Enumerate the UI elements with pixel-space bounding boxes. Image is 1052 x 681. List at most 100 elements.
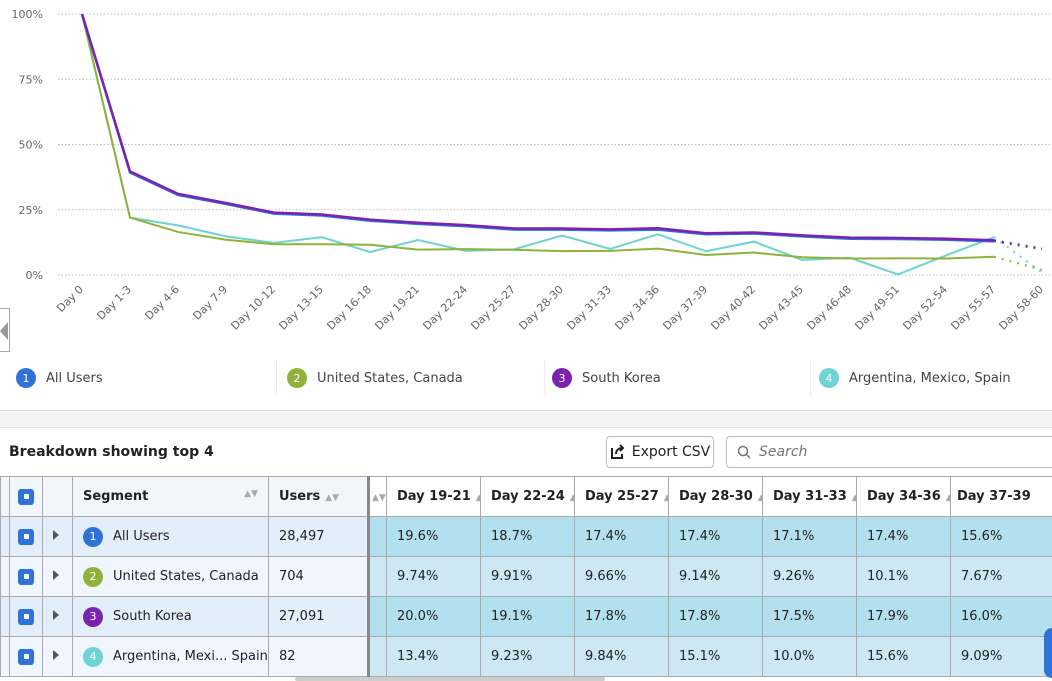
- breakdown-table: Segment ▲▼ Users ▲▼ ▲▼ Day 19-21 ▲▼ Day 22-…: [0, 476, 1052, 677]
- header-day[interactable]: Day 31-33 ▲▼: [762, 476, 857, 517]
- series-line-united-states-canada[interactable]: [81, 13, 995, 260]
- export-icon: [610, 444, 625, 459]
- retention-cell: 17.4%: [856, 516, 951, 557]
- retention-cell: 19.6%: [386, 516, 481, 557]
- x-tick-label: Day 7-9: [190, 283, 230, 323]
- horizontal-scrollbar[interactable]: [295, 677, 605, 681]
- breakdown-table-wrapper: Segment ▲▼ Users ▲▼ ▲▼ Day 19-21 ▲▼ Day 22-…: [0, 476, 1052, 677]
- y-tick-label: 25%: [19, 204, 43, 217]
- legend-label: South Korea: [582, 370, 661, 386]
- header-label: Day 25-27: [585, 489, 659, 504]
- breakdown-title: Breakdown showing top 4: [9, 444, 214, 460]
- x-tick-label: Day 43-45: [756, 283, 806, 333]
- collapse-panel-button[interactable]: [0, 308, 10, 352]
- retention-cell: 7.67%: [950, 556, 1052, 597]
- sort-icon[interactable]: ▲▼: [325, 493, 340, 503]
- row-checkbox[interactable]: [9, 516, 43, 557]
- header-label: Day 37-39: [957, 489, 1031, 504]
- table-row: 2 United States, Canada 704 9.74% 9.91% 9.6…: [0, 556, 1052, 597]
- segment-cell: 4 Argentina, Mexi... Spain: [72, 636, 269, 677]
- section-divider: [0, 410, 1052, 428]
- header-day[interactable]: Day 28-30 ▲▼: [668, 476, 763, 517]
- series-line-all-users[interactable]: [80, 13, 995, 243]
- x-tick-label: Day 0: [54, 283, 86, 315]
- retention-cell: 9.23%: [480, 636, 575, 677]
- legend-badge: 3: [552, 368, 572, 388]
- row-checkbox[interactable]: [9, 636, 43, 677]
- row-checkbox[interactable]: [9, 596, 43, 637]
- series-incomplete-segment: [993, 236, 1043, 274]
- series-line-south-korea[interactable]: [80, 13, 995, 242]
- header-spacer: [0, 476, 10, 517]
- header-hidden-column[interactable]: ▲▼: [368, 476, 387, 517]
- row-spacer: [0, 556, 10, 597]
- legend-item-all-users[interactable]: 1 All Users: [0, 360, 276, 396]
- header-day[interactable]: Day 34-36 ▲▼: [856, 476, 951, 517]
- header-label: Day 28-30: [679, 489, 753, 504]
- y-tick-label: 0%: [26, 269, 43, 282]
- hidden-cell: [368, 516, 387, 557]
- segment-cell: 2 United States, Canada: [72, 556, 269, 597]
- retention-cell: 17.8%: [574, 596, 669, 637]
- expand-row-button[interactable]: [42, 556, 73, 597]
- retention-cell: 9.74%: [386, 556, 481, 597]
- retention-cell: 17.8%: [668, 596, 763, 637]
- retention-cell: 9.66%: [574, 556, 669, 597]
- header-label: Users: [279, 489, 321, 504]
- retention-cell: 19.1%: [480, 596, 575, 637]
- header-segment[interactable]: Segment ▲▼: [72, 476, 269, 517]
- sort-icon[interactable]: ▲▼: [852, 493, 856, 503]
- series-incomplete-segment: [993, 255, 1043, 271]
- sort-icon[interactable]: ▲▼: [946, 493, 950, 503]
- x-tick-label: Day 55-57: [948, 283, 998, 333]
- search-input[interactable]: [759, 444, 1039, 460]
- retention-cell: 15.6%: [856, 636, 951, 677]
- expand-row-button[interactable]: [42, 636, 73, 677]
- select-all-checkbox[interactable]: [9, 476, 43, 517]
- export-csv-button[interactable]: Export CSV: [606, 436, 714, 468]
- segment-cell: 3 South Korea: [72, 596, 269, 637]
- row-spacer: [0, 596, 10, 637]
- x-tick-label: Day 31-33: [564, 283, 614, 333]
- retention-cell: 17.5%: [762, 596, 857, 637]
- sort-icon[interactable]: ▲▼: [244, 489, 258, 499]
- header-label: Day 22-24: [491, 489, 565, 504]
- retention-cell: 17.9%: [856, 596, 951, 637]
- header-day[interactable]: Day 19-21 ▲▼: [386, 476, 481, 517]
- export-label: Export CSV: [631, 444, 711, 460]
- legend-item-us-canada[interactable]: 2 United States, Canada: [276, 360, 544, 396]
- row-spacer: [0, 636, 10, 677]
- header-day[interactable]: Day 25-27 ▲▼: [574, 476, 669, 517]
- table-header-row: Segment ▲▼ Users ▲▼ ▲▼ Day 19-21 ▲▼ Day 22-…: [0, 476, 1052, 517]
- x-tick-label: Day 34-36: [612, 283, 662, 333]
- caret-left-icon: [0, 322, 8, 340]
- legend-item-argentina-mexico-spain[interactable]: 4 Argentina, Mexico, Spain: [810, 360, 1052, 396]
- search-icon: [737, 445, 751, 459]
- help-button[interactable]: [1044, 628, 1052, 678]
- retention-cell: 16.0%: [950, 596, 1052, 637]
- hidden-cell: [368, 596, 387, 637]
- row-checkbox[interactable]: [9, 556, 43, 597]
- sort-icon[interactable]: ▲▼: [664, 493, 668, 503]
- users-cell: 704: [268, 556, 370, 597]
- hidden-cell: [368, 636, 387, 677]
- expand-row-button[interactable]: [42, 516, 73, 557]
- header-day[interactable]: Day 37-39: [950, 476, 1052, 517]
- sort-icon[interactable]: ▲▼: [570, 493, 574, 503]
- retention-cell: 10.0%: [762, 636, 857, 677]
- header-day[interactable]: Day 22-24 ▲▼: [480, 476, 575, 517]
- y-tick-label: 50%: [19, 139, 43, 152]
- header-label: Day 34-36: [867, 489, 941, 504]
- search-box[interactable]: [726, 436, 1052, 468]
- retention-chart: 0% 25% 50% 75% 100% Day 0 Day 1-3 Day 4-6 Day 7-…: [12, 8, 1052, 333]
- header-users[interactable]: Users ▲▼: [268, 476, 370, 517]
- retention-cell: 18.7%: [480, 516, 575, 557]
- legend-item-south-korea[interactable]: 3 South Korea: [544, 360, 810, 396]
- sort-icon[interactable]: ▲▼: [758, 493, 762, 503]
- header-label: Day 19-21: [397, 489, 471, 504]
- expand-row-button[interactable]: [42, 596, 73, 637]
- sort-icon[interactable]: ▲▼: [476, 493, 480, 503]
- sort-icon[interactable]: ▲▼: [372, 493, 386, 503]
- legend-label: All Users: [46, 370, 103, 386]
- caret-right-icon: [53, 610, 59, 620]
